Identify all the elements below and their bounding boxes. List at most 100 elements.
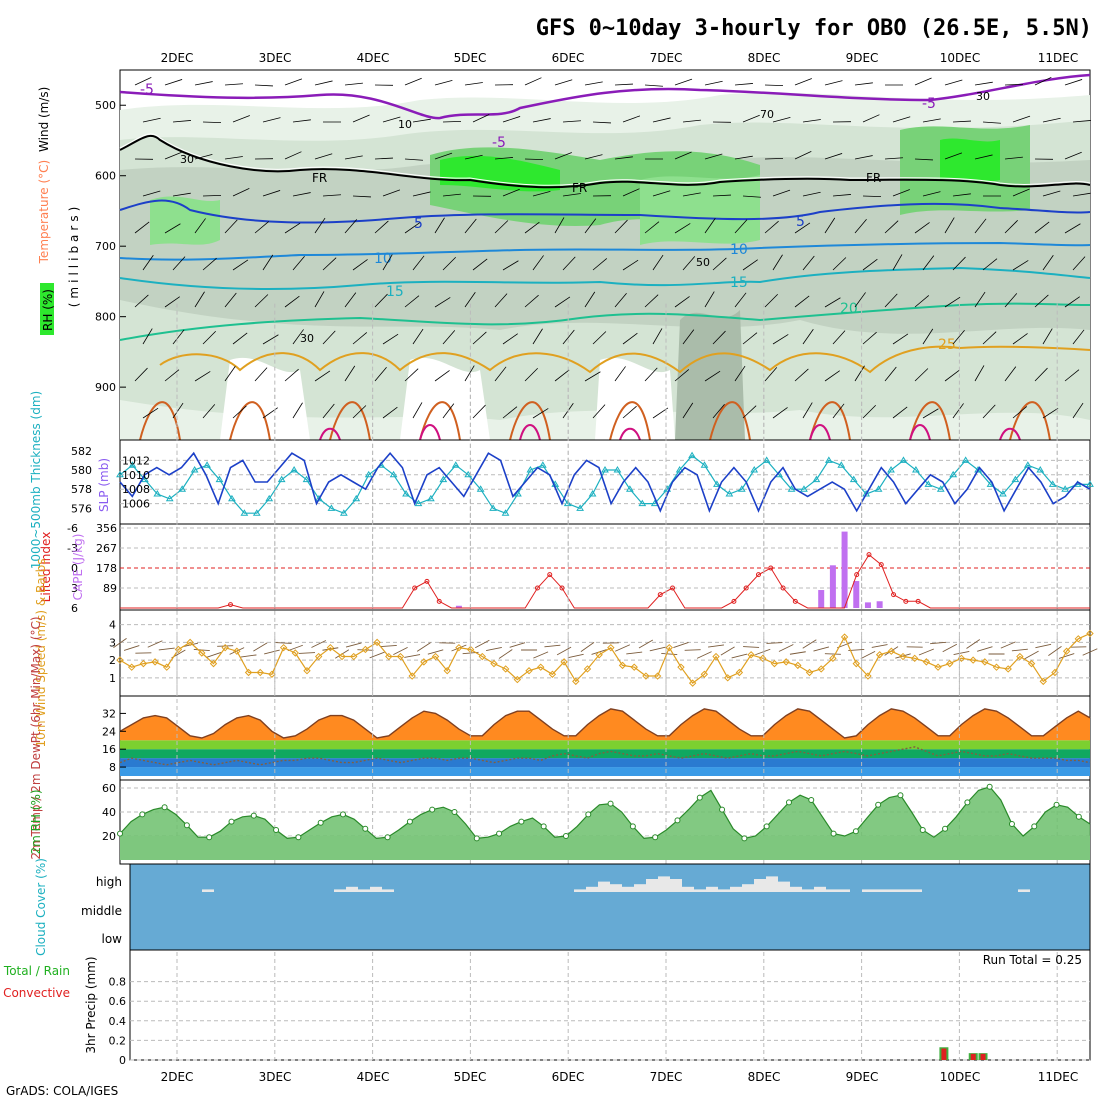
li-point-63 — [891, 592, 897, 598]
cape-axis: 89 178 267 356 -6 -3 0 3 6 — [67, 522, 117, 615]
upper-barb-204 — [494, 293, 508, 308]
cape-bar-64 — [864, 602, 871, 608]
wind-point-47 — [665, 643, 673, 652]
wind-barb-55 — [755, 648, 771, 656]
rh-point-68 — [875, 801, 882, 808]
bottom-date-6DEC: 6DEC — [552, 1070, 585, 1084]
upper-barb-3 — [224, 83, 243, 86]
upper-barb-201 — [404, 295, 420, 308]
wind-point-19 — [338, 652, 346, 661]
upper-barb-235 — [472, 331, 487, 345]
wind-point-48 — [677, 663, 685, 671]
cape-tick-label-178: 178 — [96, 562, 117, 575]
wind-barb-18 — [322, 647, 339, 651]
rh-point-34 — [496, 830, 503, 837]
wind-barb-56 — [766, 642, 783, 644]
thickness-point-28 — [464, 470, 473, 478]
li-point-55 — [792, 598, 798, 604]
upper-barb-127 — [1072, 192, 1091, 197]
wind-barb-60 — [813, 646, 830, 652]
thickness-line — [119, 454, 1090, 514]
thickness-point-25 — [427, 494, 435, 502]
thickness-point-18 — [339, 509, 348, 516]
wind-point-52 — [724, 674, 732, 682]
wind10m-frame — [119, 609, 1091, 697]
wind-barb-31 — [475, 639, 490, 649]
upper-barb-224 — [142, 328, 153, 345]
upper-barb-182 — [802, 255, 815, 271]
thickness-point-11 — [252, 509, 261, 516]
wind-point-1 — [127, 663, 136, 671]
rh-point-2 — [139, 811, 146, 818]
wind-point-41 — [595, 651, 603, 659]
wind-point-16 — [303, 667, 311, 675]
upper-barb-32 — [142, 117, 161, 123]
upper-barb-59 — [952, 120, 971, 123]
cloud-frame — [129, 863, 1091, 951]
upper-barb-233 — [412, 328, 424, 345]
thickness-point-31 — [501, 509, 510, 516]
wind-barb-72 — [953, 651, 970, 655]
wind-point-35 — [525, 667, 533, 675]
label-fr-a: FR — [312, 171, 327, 185]
upper-barb-42 — [442, 120, 462, 123]
wind-point-79 — [1039, 677, 1047, 686]
li-tick-label--6: -6 — [67, 522, 78, 535]
upper-barb-207 — [584, 291, 596, 308]
wind-point-69 — [922, 658, 931, 666]
thickness-point-14 — [290, 466, 298, 473]
top-date-2DEC: 2DEC — [161, 51, 194, 65]
upper-barb-164 — [262, 254, 274, 271]
rh-point-52 — [696, 794, 703, 801]
temp-tick-label-16: 16 — [102, 743, 116, 756]
thickness-point-2 — [140, 475, 149, 483]
thickness-point-55 — [800, 485, 808, 492]
wind-barb-17 — [311, 640, 327, 648]
wind-point-9 — [221, 643, 229, 652]
upper-barb-280 — [854, 365, 865, 382]
cloud-high-bar-51 — [742, 884, 754, 892]
wind-barb-44 — [626, 651, 643, 655]
wind-point-37 — [548, 670, 557, 678]
upper-barb-123 — [952, 193, 971, 197]
pressure-tick-label-800: 800 — [95, 311, 116, 324]
label-15-a: 15 — [386, 284, 404, 300]
temp-band-0 — [120, 767, 1090, 776]
thickness-point-29 — [476, 485, 485, 492]
upper-barb-161 — [172, 256, 186, 271]
label-minus5-c: -5 — [492, 135, 506, 151]
wind-point-66 — [887, 647, 896, 655]
thickness-point-45 — [675, 466, 684, 473]
upper-barb-113 — [652, 190, 671, 197]
upper-barb-57 — [892, 116, 911, 123]
wind-point-75 — [992, 663, 1001, 671]
cloud-high-bar-48 — [706, 886, 718, 892]
upper-barb-227 — [232, 332, 248, 345]
upper-barb-134 — [314, 217, 326, 234]
upper-barb-206 — [554, 296, 571, 308]
cape-bar-29 — [455, 605, 462, 608]
upper-barb-34 — [202, 121, 222, 124]
wind-point-61 — [829, 654, 837, 663]
cloud-high-bar-64 — [898, 889, 910, 892]
wind-barb-81 — [1058, 653, 1075, 659]
upper-barb-178 — [682, 256, 696, 271]
upper-barb-15 — [584, 81, 603, 86]
rh2m-area — [120, 786, 1090, 860]
upper-barb-176 — [622, 259, 639, 271]
upper-barb-156 — [974, 218, 987, 234]
thickness-point-22 — [389, 470, 398, 478]
thickness-point-75 — [1048, 480, 1057, 487]
wind-barb-9 — [217, 645, 234, 647]
wind-barb-80 — [1048, 646, 1062, 656]
precip-frame — [129, 949, 1091, 1061]
upper-barb-282 — [914, 368, 929, 382]
upper-barb-137 — [404, 222, 420, 234]
li-point-60 — [854, 572, 860, 578]
upper-barb-40 — [382, 116, 401, 123]
upper-barb-222 — [1034, 294, 1049, 308]
wind-point-4 — [163, 663, 171, 671]
label-5-b: 5 — [796, 214, 805, 230]
upper-barb-304 — [622, 405, 637, 419]
precip-tick-label-0: 0 — [119, 1054, 126, 1067]
